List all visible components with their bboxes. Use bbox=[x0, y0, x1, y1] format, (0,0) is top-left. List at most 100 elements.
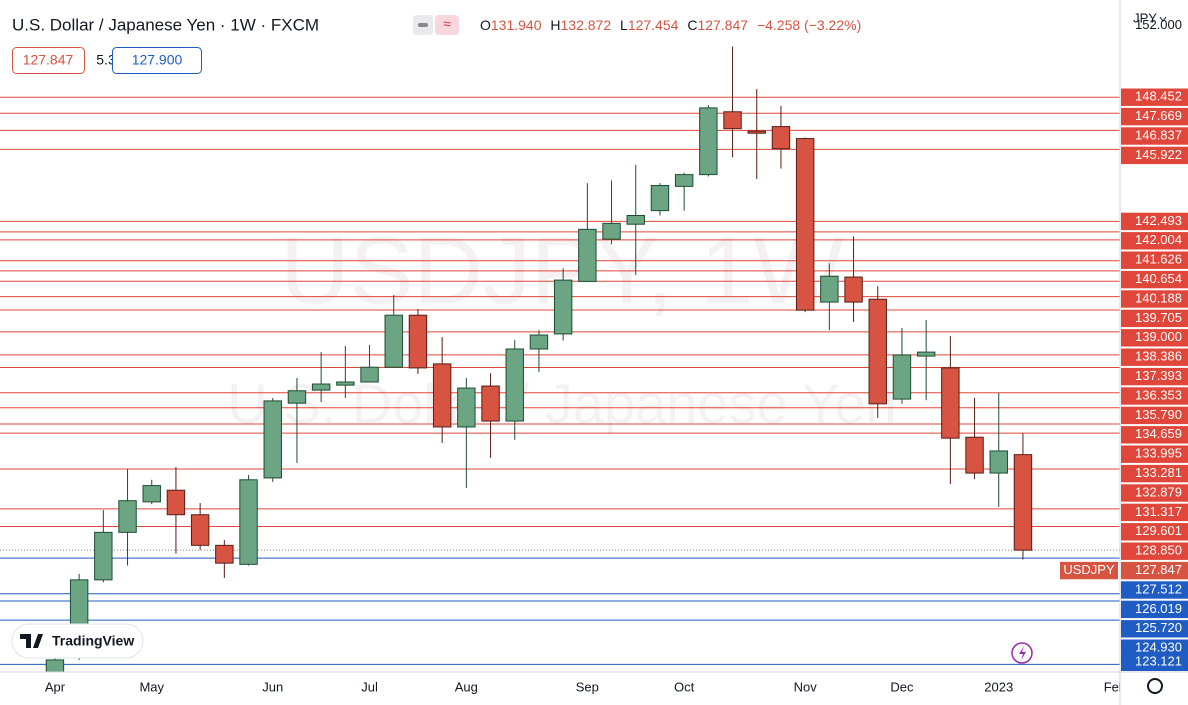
candle-body bbox=[1013, 454, 1033, 551]
price-label-box bbox=[1121, 232, 1188, 250]
price-label-box bbox=[1121, 581, 1188, 599]
currency-caret[interactable] bbox=[1159, 16, 1167, 22]
price-labels: 152.000132.000148.452147.669146.837145.9… bbox=[1060, 17, 1188, 671]
candle-body bbox=[432, 363, 452, 428]
price-label: 132.879 bbox=[1135, 484, 1182, 499]
x-tick-label: Jun bbox=[262, 679, 283, 694]
price-label-box bbox=[1121, 88, 1188, 106]
indicator-button[interactable] bbox=[435, 15, 459, 35]
price-label: 140.188 bbox=[1135, 290, 1182, 305]
candle-body bbox=[650, 185, 670, 212]
x-tick-label: Oct bbox=[674, 679, 695, 694]
open-value: 131.940 bbox=[491, 17, 542, 33]
price-label-box bbox=[1121, 270, 1188, 289]
price-label-box bbox=[1121, 290, 1188, 308]
candle-body bbox=[771, 126, 791, 150]
price-label: 136.353 bbox=[1135, 387, 1182, 402]
watermark-description: U.S. Dollar / Japanese Yen bbox=[227, 372, 896, 435]
high-key: H bbox=[550, 17, 560, 33]
settings-icon[interactable] bbox=[1147, 678, 1163, 694]
price-label-box bbox=[1121, 561, 1188, 580]
change: −4.258 (−3.22%) bbox=[757, 17, 861, 33]
candle-body bbox=[408, 314, 428, 369]
price-label-box bbox=[1121, 639, 1188, 657]
candle-body bbox=[868, 298, 887, 405]
price-label: 135.790 bbox=[1135, 407, 1182, 422]
x-tick-label: Feb bbox=[1104, 679, 1126, 694]
candle-body bbox=[142, 485, 161, 503]
price-label: 138.386 bbox=[1135, 349, 1182, 364]
events-bolt bbox=[1019, 646, 1026, 660]
low-value: 127.454 bbox=[628, 17, 679, 33]
price-label: 133.995 bbox=[1135, 446, 1182, 461]
price-label-box bbox=[1121, 426, 1188, 444]
low-key: L bbox=[620, 17, 628, 33]
price-label: 139.705 bbox=[1135, 310, 1182, 325]
candle-body bbox=[287, 390, 307, 404]
x-tick-label: 2023 bbox=[984, 679, 1013, 694]
candle-body bbox=[45, 659, 65, 672]
high-value: 132.872 bbox=[561, 17, 612, 33]
events-icon[interactable] bbox=[1011, 642, 1033, 664]
logo-text: TradingView bbox=[52, 633, 134, 649]
price-label-box bbox=[1121, 445, 1188, 463]
ask: 127.900 bbox=[132, 52, 183, 68]
x-tick-label: Apr bbox=[45, 679, 66, 694]
x-tick-label: Sep bbox=[576, 679, 599, 694]
ask-box[interactable] bbox=[112, 47, 202, 74]
tradingview-logo[interactable]: TradingView bbox=[11, 623, 144, 659]
price-label-box bbox=[1121, 251, 1188, 269]
candle-body bbox=[239, 479, 258, 565]
bid-box[interactable] bbox=[12, 47, 85, 74]
candle-body bbox=[578, 228, 597, 282]
candle-body bbox=[336, 381, 355, 386]
candle-body bbox=[311, 383, 331, 391]
candle-body bbox=[94, 531, 113, 581]
price-label: 146.837 bbox=[1135, 127, 1182, 142]
candle-body bbox=[505, 348, 524, 422]
price-label-box bbox=[1121, 484, 1188, 502]
price-label-box bbox=[1121, 309, 1188, 328]
price-label: 124.930 bbox=[1135, 640, 1182, 655]
candle-body bbox=[674, 174, 694, 187]
price-label: 142.004 bbox=[1135, 232, 1182, 247]
price-label-box bbox=[1121, 107, 1188, 126]
candle-body bbox=[360, 366, 379, 383]
candles bbox=[45, 46, 1033, 672]
candle-body bbox=[602, 222, 621, 240]
price-label-box bbox=[1121, 620, 1188, 638]
currency[interactable]: JPY bbox=[1133, 10, 1157, 25]
price-label: 148.452 bbox=[1135, 89, 1182, 104]
candle-body bbox=[723, 111, 742, 130]
candle-body bbox=[215, 544, 234, 564]
price-label-box bbox=[1121, 653, 1188, 671]
price-label-box bbox=[1121, 348, 1188, 366]
price-label-box bbox=[1121, 600, 1188, 619]
candle-body bbox=[166, 489, 186, 516]
price-label: 133.281 bbox=[1135, 465, 1182, 480]
price-label: 131.317 bbox=[1135, 504, 1182, 519]
logo-pill bbox=[11, 623, 144, 659]
candle-body bbox=[892, 354, 912, 400]
price-label-box bbox=[1121, 503, 1188, 522]
x-tick-label: Dec bbox=[890, 679, 914, 694]
price-label: 127.512 bbox=[1135, 581, 1182, 596]
price-label: 134.659 bbox=[1135, 426, 1182, 441]
price-label: 142.493 bbox=[1135, 213, 1182, 228]
price-label-box bbox=[1121, 542, 1188, 560]
price-label-box bbox=[1121, 367, 1188, 386]
open-key: O bbox=[480, 17, 491, 33]
candle-body bbox=[553, 279, 573, 335]
price-label: 145.922 bbox=[1135, 147, 1182, 162]
time-axis: Apr May Jun Jul Aug Sep Oct Nov Dec 2023 Feb bbox=[45, 679, 1126, 694]
price-label-box bbox=[1121, 146, 1188, 165]
price-label-box bbox=[1121, 523, 1188, 541]
price-label: 137.393 bbox=[1135, 368, 1182, 383]
logo-mark bbox=[20, 634, 43, 648]
candle-body bbox=[481, 385, 500, 422]
price-label: 123.121 bbox=[1135, 654, 1182, 669]
candle-body bbox=[965, 436, 984, 474]
candle-body bbox=[820, 275, 839, 303]
